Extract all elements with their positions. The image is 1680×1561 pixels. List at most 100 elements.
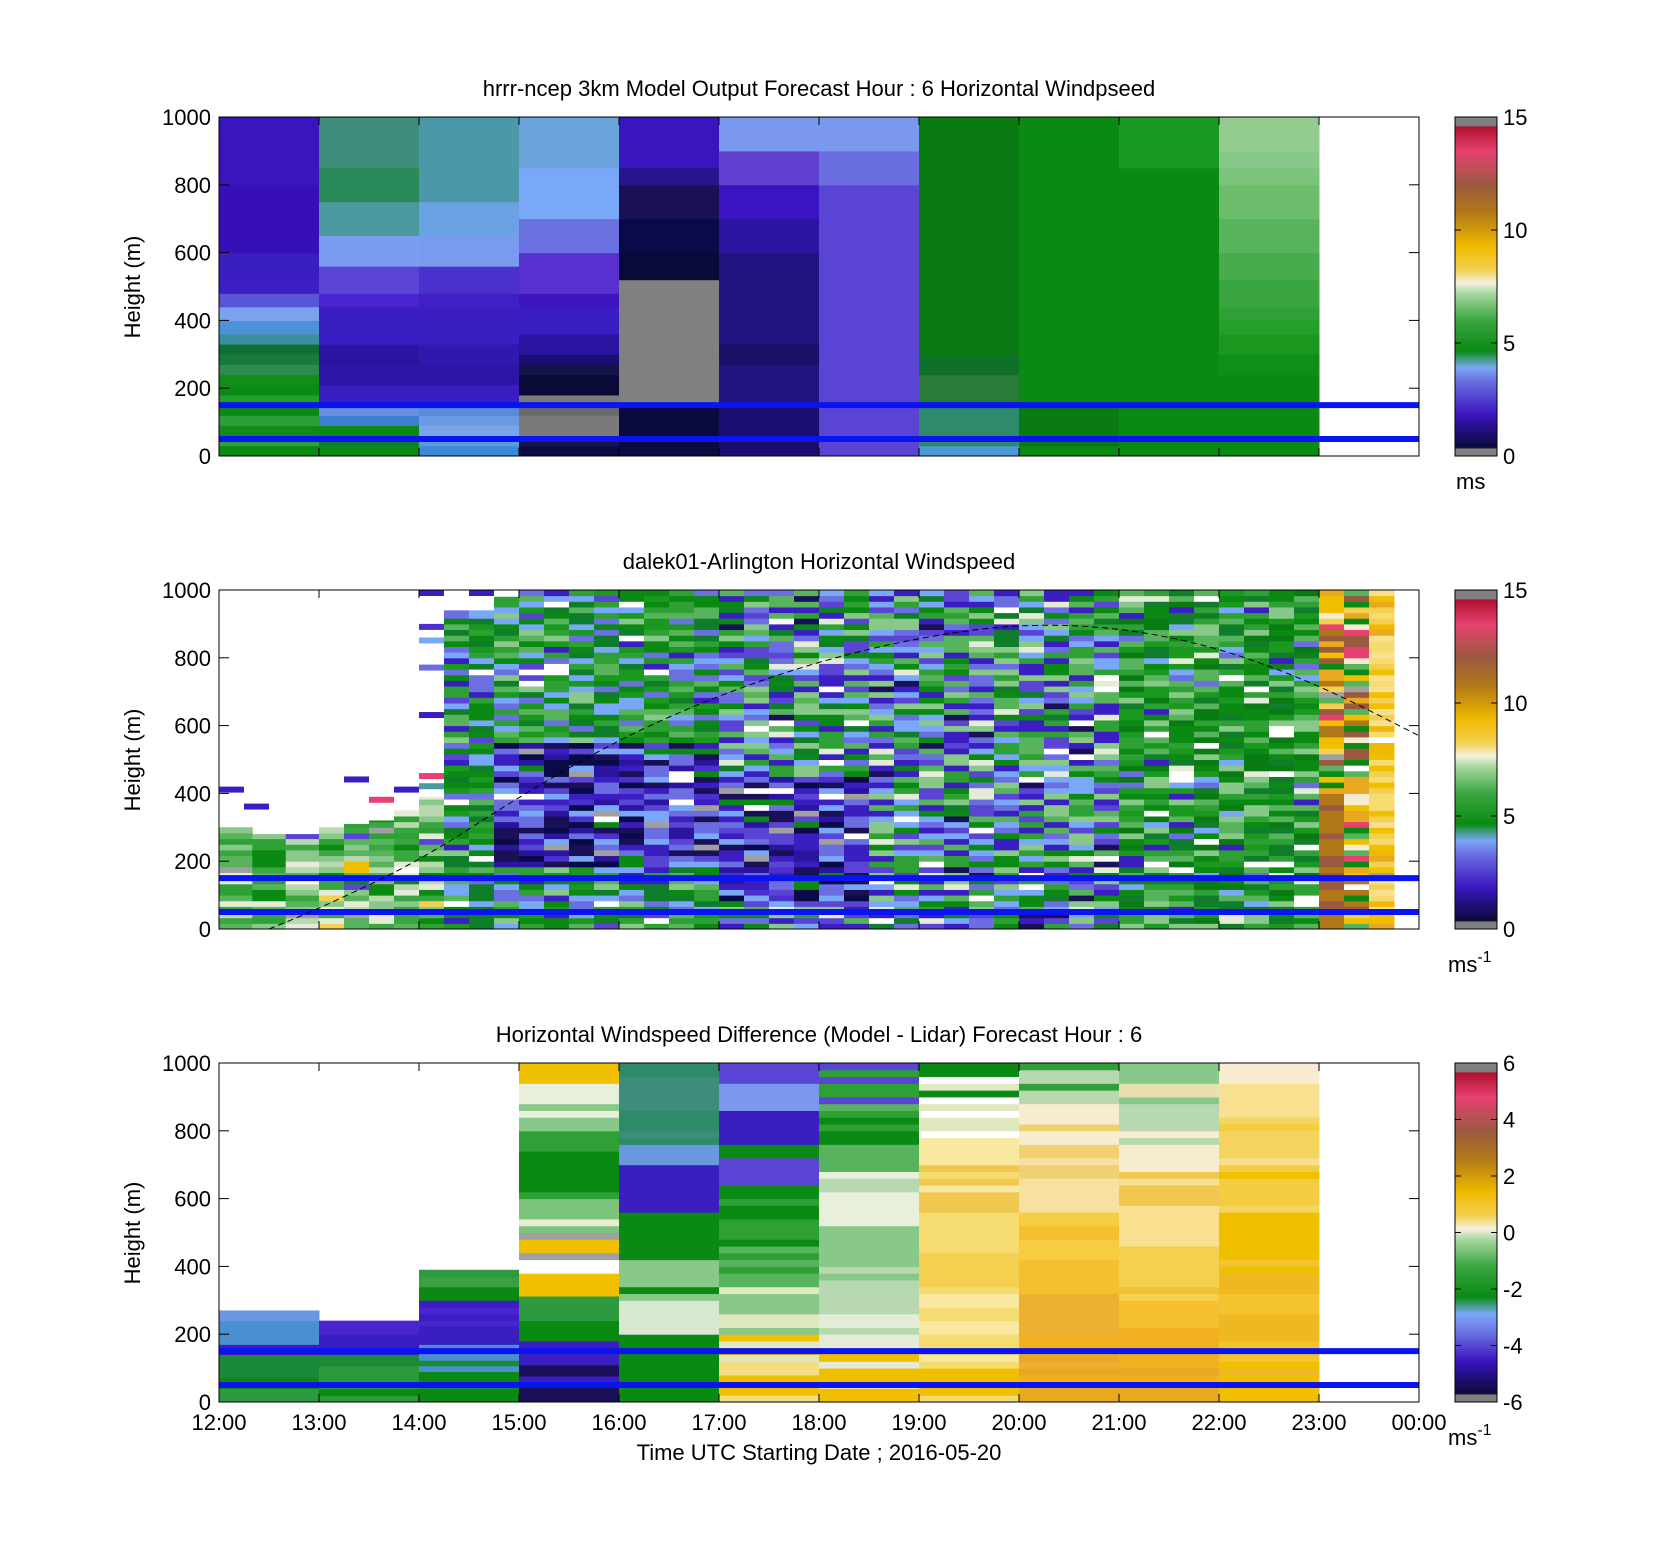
heatmap-cell: [1119, 1110, 1220, 1118]
heatmap-cell: [569, 669, 595, 676]
heatmap-cell: [419, 796, 445, 800]
heatmap-cell: [994, 866, 1020, 873]
heatmap-cell: [519, 691, 545, 698]
heatmap-cell: [719, 279, 820, 294]
heatmap-cell: [1119, 697, 1145, 704]
heatmap-cell: [1044, 669, 1070, 676]
heatmap-cell: [1219, 601, 1245, 608]
heatmap-cell: [219, 1339, 320, 1345]
heatmap-cell: [719, 1266, 820, 1274]
heatmap-cell: [1119, 1279, 1220, 1288]
heatmap-cell: [519, 1320, 620, 1328]
heatmap-cell: [519, 117, 620, 135]
heatmap-cell: [1244, 810, 1270, 817]
heatmap-cell: [619, 1144, 720, 1152]
heatmap-cell: [669, 657, 695, 664]
heatmap-cell: [819, 1388, 920, 1396]
heatmap-cell: [919, 629, 945, 636]
heatmap-cell: [1244, 827, 1270, 834]
heatmap-cell: [1069, 816, 1095, 823]
heatmap-cell: [744, 748, 770, 755]
heatmap-cell: [419, 1325, 520, 1332]
heatmap-cell: [1094, 618, 1120, 625]
heatmap-cell: [1119, 252, 1220, 267]
heatmap-cell: [594, 640, 620, 647]
heatmap-cell: [869, 753, 895, 760]
heatmap-cell: [919, 827, 945, 834]
heatmap-cell: [1144, 816, 1170, 823]
heatmap-cell: [819, 640, 845, 647]
heatmap-cell: [794, 883, 820, 890]
heatmap-cell: [519, 1359, 620, 1366]
heatmap-cell: [994, 816, 1020, 823]
heatmap-cell: [1119, 590, 1145, 597]
heatmap-cell: [1119, 595, 1145, 602]
heatmap-cell: [544, 776, 570, 783]
heatmap-cell: [1194, 748, 1220, 755]
heatmap-cell: [919, 201, 1020, 220]
heatmap-cell: [1094, 686, 1120, 693]
heatmap-cell: [1069, 849, 1095, 857]
heatmap-cell: [1219, 680, 1245, 687]
heatmap-cell: [1094, 855, 1120, 862]
heatmap-cell: [1244, 861, 1270, 868]
heatmap-cell: [894, 595, 920, 602]
heatmap-cell: [519, 1388, 620, 1396]
heatmap-cell: [1019, 629, 1045, 636]
heatmap-cell: [419, 917, 445, 924]
heatmap-cell: [1269, 748, 1295, 755]
heatmap-cell: [444, 742, 470, 749]
heatmap-cell: [744, 770, 770, 777]
heatmap-cell: [944, 759, 970, 766]
heatmap-cell: [519, 590, 545, 597]
heatmap-cell: [619, 1395, 720, 1403]
heatmap-cell: [1069, 606, 1095, 614]
heatmap-cell: [619, 405, 720, 416]
heatmap-cell: [1369, 889, 1395, 896]
heatmap-cell: [1069, 680, 1095, 687]
heatmap-cell: [1219, 1354, 1320, 1362]
heatmap-cell: [569, 618, 595, 625]
heatmap-cell: [819, 1191, 920, 1200]
heatmap-cell: [1269, 623, 1295, 631]
heatmap-cell: [444, 652, 470, 659]
heatmap-cell: [1244, 889, 1270, 896]
heatmap-cell: [1319, 832, 1345, 840]
heatmap-cell: [969, 640, 995, 647]
heatmap-cell: [619, 1252, 720, 1261]
heatmap-cell: [1294, 861, 1320, 868]
heatmap-cell: [919, 1191, 1020, 1200]
heatmap-cell: [319, 900, 345, 907]
heatmap-cell: [1219, 714, 1245, 721]
heatmap-cell: [969, 590, 995, 597]
heatmap-cell: [769, 765, 795, 772]
heatmap-cell: [719, 1239, 820, 1247]
heatmap-cell: [969, 748, 995, 755]
heatmap-cell: [569, 832, 595, 840]
heatmap-cell: [519, 1185, 620, 1193]
heatmap-cell: [769, 793, 795, 800]
heatmap-cell: [1044, 618, 1070, 625]
heatmap-cell: [894, 883, 920, 890]
heatmap-cell: [894, 731, 920, 738]
heatmap-cell: [1319, 618, 1345, 625]
heatmap-cell: [394, 895, 420, 902]
heatmap-cell: [1194, 663, 1220, 670]
heatmap-cell: [1044, 832, 1070, 840]
heatmap-cell: [319, 1344, 420, 1350]
heatmap-cell: [285, 912, 320, 919]
heatmap-cell: [894, 804, 920, 811]
heatmap-cell: [444, 640, 470, 647]
heatmap-cell: [919, 354, 1020, 365]
heatmap-cell: [769, 895, 795, 902]
heatmap-cell: [619, 1178, 720, 1186]
heatmap-cell: [252, 889, 287, 896]
heatmap-cell: [1219, 1313, 1320, 1322]
heatmap-cell: [1019, 595, 1045, 602]
heatmap-cell: [669, 629, 695, 636]
heatmap-cell: [719, 742, 745, 749]
heatmap-cell: [1369, 703, 1395, 710]
heatmap-cell: [394, 923, 420, 930]
heatmap-cell: [1219, 719, 1245, 727]
